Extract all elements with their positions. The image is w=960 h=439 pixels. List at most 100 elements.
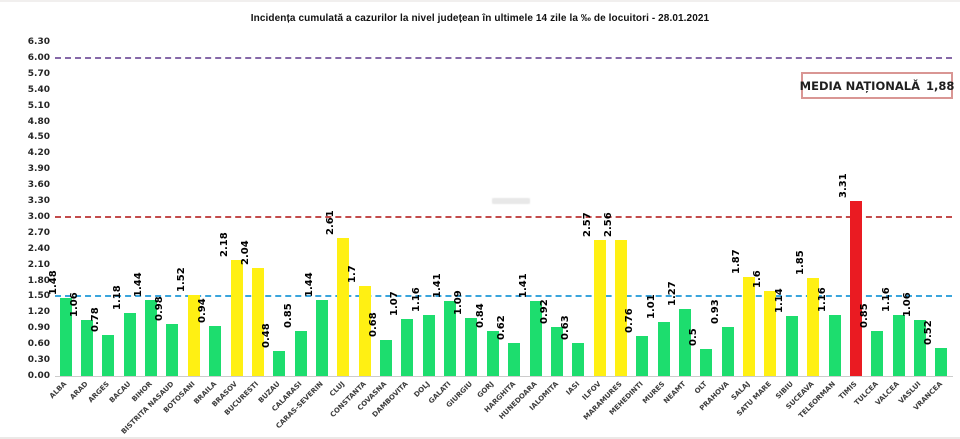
bar-vrancea <box>935 348 948 376</box>
bar-value-label-arges: 0.78 <box>90 306 102 332</box>
bar-value-label-calarasi: 0.85 <box>282 303 294 328</box>
bar-maramures <box>614 240 627 376</box>
y-axis-tick-label: 2.70 <box>27 227 50 238</box>
bar-value-label-braila: 0.94 <box>197 298 209 324</box>
bar-buzau <box>273 350 286 376</box>
threshold-line-3.00 <box>55 215 952 218</box>
bar-value-label-bacau: 1.18 <box>111 285 123 311</box>
x-axis-category-label-bacau: BACAU <box>107 380 133 405</box>
y-axis-tick-label: 2.40 <box>27 243 50 254</box>
watermark <box>492 198 530 204</box>
bar-bucuresti <box>251 267 264 376</box>
bar-value-label-covasna: 0.68 <box>368 312 380 337</box>
bar-value-label-bistrita-nasaud: 0.98 <box>154 296 166 322</box>
bar-constanta <box>358 285 371 376</box>
y-axis-tick-label: 1.80 <box>27 275 50 286</box>
bar-galati <box>444 301 457 376</box>
y-axis-tick-label: 4.20 <box>27 148 50 159</box>
chart-title: Incidența cumulată a cazurilor la nivel … <box>250 13 710 24</box>
y-axis-tick-label: 5.70 <box>27 68 50 79</box>
bar-botosani <box>187 295 200 376</box>
bar-value-label-botosani: 1.52 <box>175 267 187 293</box>
bar-value-label-buzau: 0.48 <box>261 322 273 348</box>
bar-value-label-vrancea: 0.52 <box>923 320 935 346</box>
bar-value-label-harghita: 0.62 <box>496 315 508 341</box>
y-axis-tick-label: 4.80 <box>27 116 50 127</box>
y-axis-tick-label: 1.20 <box>27 307 50 318</box>
bar-value-label-gorj: 0.84 <box>474 303 486 329</box>
national-average-label: MEDIA NAȚIONALĂ <box>799 78 920 93</box>
bar-value-label-maramures: 2.56 <box>602 212 614 238</box>
bar-hunedoara <box>529 301 542 376</box>
bar-harghita <box>508 343 521 376</box>
bar-value-label-timis: 3.31 <box>837 172 849 198</box>
bar-calarasi <box>294 330 307 376</box>
y-axis-tick-label: 1.50 <box>27 291 50 302</box>
bar-brasov <box>230 260 243 376</box>
bar-olt <box>700 349 713 376</box>
bar-value-label-caras-severin: 1.44 <box>303 271 315 297</box>
bar-giurgiu <box>465 318 478 376</box>
bar-caras-severin <box>315 299 328 376</box>
bar-value-label-bucuresti: 2.04 <box>239 240 251 265</box>
bar-value-label-arad: 1.06 <box>69 292 81 317</box>
bar-prahova <box>721 326 734 376</box>
bar-dolj <box>422 314 435 376</box>
bar-tulcea <box>871 330 884 376</box>
bar-dambovita <box>401 319 414 376</box>
national-average-box: MEDIA NAȚIONALĂ 1,88 <box>799 72 954 99</box>
bar-value-label-brasov: 2.18 <box>218 232 230 258</box>
x-axis-category-label-alba: ALBA <box>48 380 69 401</box>
bar-value-label-mures: 1.01 <box>645 294 657 320</box>
bar-value-label-vaslui: 1.06 <box>901 292 913 317</box>
bar-value-label-salaj: 1.87 <box>731 249 743 274</box>
x-axis-category-label-cluj: CLUJ <box>327 380 346 399</box>
y-axis-tick-label: 5.40 <box>27 84 50 95</box>
x-axis-line <box>55 376 953 377</box>
bar-satu-mare <box>764 291 777 376</box>
bar-valcea <box>892 314 905 376</box>
bar-value-label-suceava: 1.85 <box>795 250 807 275</box>
bar-value-label-tulcea: 0.85 <box>859 303 871 328</box>
y-axis-tick-label: 4.50 <box>27 132 50 143</box>
bar-alba <box>59 297 72 376</box>
bar-vaslui <box>913 319 926 376</box>
bar-neamt <box>679 308 692 376</box>
y-axis-tick-label: 0.60 <box>27 339 50 350</box>
bar-value-label-valcea: 1.16 <box>880 286 892 312</box>
y-axis-tick-label: 0.00 <box>27 371 50 381</box>
x-axis-category-label-neamt: NEAMT <box>662 380 688 406</box>
y-axis-tick-label: 6.00 <box>27 52 50 63</box>
bar-value-label-ilfov: 2.57 <box>581 212 593 237</box>
bar-value-label-mehedinti: 0.76 <box>624 308 636 333</box>
bar-ilfov <box>593 239 606 376</box>
bar-arad <box>81 319 94 376</box>
bar-value-label-teleorman: 1.16 <box>816 286 828 312</box>
bar-value-label-dambovita: 1.07 <box>389 291 401 317</box>
y-axis-tick-label: 3.30 <box>27 196 50 207</box>
bar-value-label-satu-mare: 1.6 <box>752 270 764 289</box>
bar-value-label-sibiu: 1.14 <box>773 287 785 313</box>
threshold-line-1.50 <box>55 295 952 298</box>
bar-salaj <box>743 276 756 376</box>
bar-arges <box>102 334 115 376</box>
y-axis-tick-label: 6.30 <box>27 37 50 47</box>
bar-covasna <box>380 339 393 376</box>
bar-gorj <box>486 331 499 376</box>
x-axis-category-label-iasi: IASI <box>564 380 581 397</box>
bar-bacau <box>123 313 136 376</box>
bar-value-label-hunedoara: 1.41 <box>517 273 529 299</box>
bar-value-label-olt: 0.5 <box>688 328 700 347</box>
bar-value-label-neamt: 1.27 <box>667 280 679 306</box>
x-axis-category-label-dolj: DOLJ <box>412 380 432 399</box>
bar-mures <box>657 322 670 376</box>
threshold-line-6.00 <box>55 56 952 59</box>
y-axis-tick-label: 3.60 <box>27 180 50 191</box>
bar-suceava <box>807 277 820 376</box>
y-axis-tick-label: 3.00 <box>27 211 50 222</box>
y-axis-tick-label: 2.10 <box>27 259 50 270</box>
bar-value-label-iasi: 0.63 <box>560 314 572 340</box>
y-axis-tick-label: 0.90 <box>27 323 50 334</box>
